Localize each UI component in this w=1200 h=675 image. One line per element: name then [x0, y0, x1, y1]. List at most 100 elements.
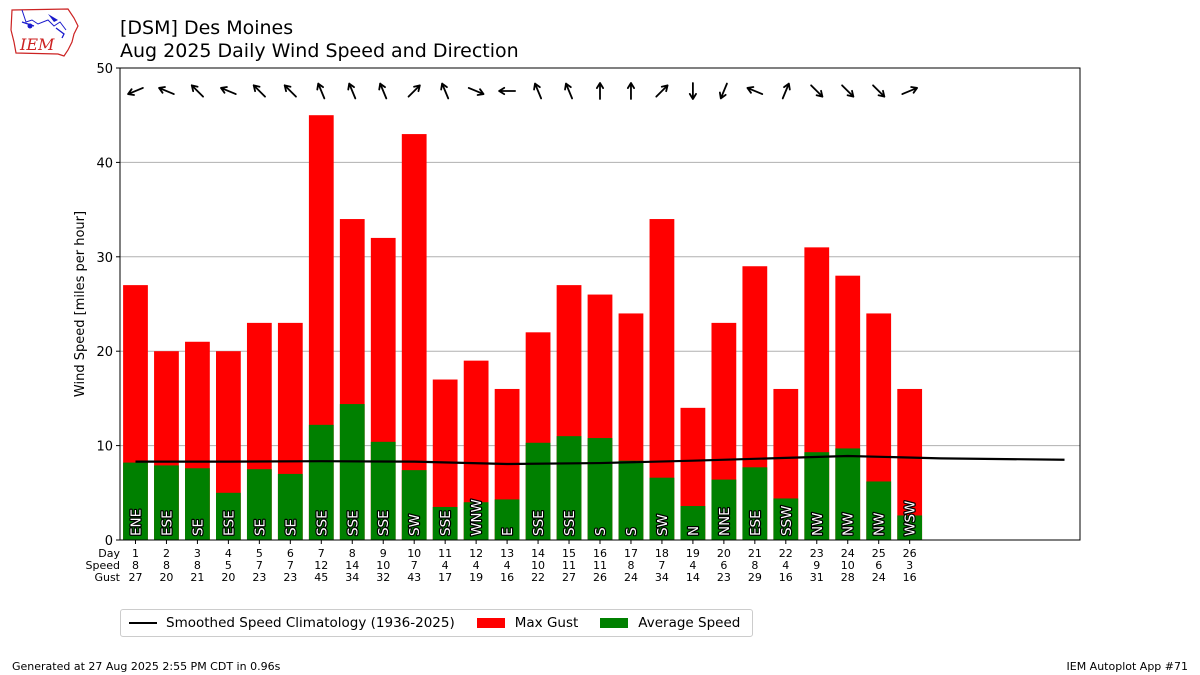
direction-label: ESE — [221, 510, 237, 536]
x-tick-label: 7 — [287, 559, 294, 572]
x-tick-label: 10 — [531, 559, 545, 572]
direction-label: WNW — [469, 499, 485, 536]
avg-speed-bar — [773, 498, 799, 540]
x-tick-label: 15 — [562, 547, 576, 560]
logo-text: IEM — [19, 35, 55, 54]
x-tick-label: 16 — [500, 571, 514, 584]
bars — [123, 115, 923, 541]
avg-speed-bar — [246, 469, 272, 540]
direction-label: NW — [810, 513, 826, 536]
wind-arrow — [901, 86, 918, 95]
climatology-line — [135, 454, 1065, 466]
x-tick-label: 10 — [407, 547, 421, 560]
x-tick-label: 7 — [256, 559, 263, 572]
wind-arrow — [467, 87, 485, 96]
x-tick-label: 43 — [407, 571, 421, 584]
avg-speed-bar — [339, 404, 365, 540]
direction-label: SE — [283, 519, 299, 536]
avg-speed-bar — [866, 481, 892, 540]
y-tick-label: 20 — [96, 345, 113, 360]
x-tick-label: 20 — [717, 547, 731, 560]
x-tick-label: 8 — [627, 559, 634, 572]
x-tick-label: 9 — [813, 559, 820, 572]
direction-label: SSE — [376, 510, 392, 536]
x-tick-label: 21 — [190, 571, 204, 584]
avg-speed-bar — [463, 502, 489, 540]
app-credit: IEM Autoplot App #71 — [1066, 660, 1189, 673]
x-tick-label: 29 — [748, 571, 762, 584]
x-tick-label: 6 — [720, 559, 727, 572]
chart-title: [DSM] Des Moines — [120, 17, 294, 39]
wind-arrow — [810, 84, 824, 98]
x-tick-label: 8 — [349, 547, 356, 560]
wind-arrow — [595, 82, 605, 100]
direction-label: SSE — [314, 510, 330, 536]
x-tick-label: 34 — [655, 571, 669, 584]
direction-label: SSE — [531, 510, 547, 536]
x-tick-label: 14 — [345, 559, 359, 572]
x-tick-label: 4 — [689, 559, 696, 572]
x-tick-label: 23 — [283, 571, 297, 584]
row-label: Gust — [94, 571, 120, 584]
avg-speed-bar — [587, 438, 613, 540]
direction-label: NW — [841, 513, 857, 536]
x-tick-label: 7 — [658, 559, 665, 572]
legend-label-average-speed: Average Speed — [638, 615, 741, 631]
x-tick-label: 23 — [252, 571, 266, 584]
direction-label: N — [686, 526, 702, 536]
wind-arrow — [564, 82, 573, 100]
chart-subtitle: Aug 2025 Daily Wind Speed and Direction — [120, 40, 519, 62]
x-tick-label: 11 — [593, 559, 607, 572]
direction-label: ESE — [159, 510, 175, 536]
generated-timestamp: Generated at 27 Aug 2025 2:55 PM CDT in … — [12, 660, 281, 673]
x-tick-label: 6 — [875, 559, 882, 572]
avg-speed-bar — [185, 468, 210, 540]
wind-arrow — [378, 82, 388, 100]
y-axis: 0 10 20 30 40 50 — [96, 62, 120, 549]
x-tick-label: 26 — [593, 571, 607, 584]
wind-arrow — [498, 86, 516, 96]
x-tick-label: 20 — [159, 571, 173, 584]
legend-item-max-gust: Max Gust — [476, 615, 579, 631]
direction-label: WSW — [903, 501, 919, 536]
climatology-series-line — [135, 454, 1065, 466]
avg-speed-bar — [680, 506, 706, 540]
wind-arrow — [407, 84, 421, 98]
direction-label: E — [500, 527, 516, 536]
wind-arrow — [688, 82, 697, 100]
x-tick-label: 12 — [314, 559, 328, 572]
legend-swatch-average-speed — [600, 618, 629, 628]
wind-arrow — [533, 82, 543, 100]
wind-arrow — [190, 84, 204, 98]
wind-arrow — [127, 87, 144, 96]
x-tick-label: 6 — [287, 547, 294, 560]
x-tick-label: 5 — [225, 559, 232, 572]
x-tick-label: 19 — [469, 571, 483, 584]
x-tick-label: 11 — [438, 547, 452, 560]
wind-arrow — [781, 82, 791, 100]
x-tick-label: 8 — [163, 559, 170, 572]
wind-arrow — [347, 82, 357, 100]
x-tick-label: 28 — [841, 571, 855, 584]
x-tick-label: 8 — [194, 559, 201, 572]
wind-arrow — [252, 84, 266, 98]
x-tick-label: 14 — [531, 547, 545, 560]
wind-arrow — [158, 86, 175, 95]
row-label: Speed — [86, 559, 120, 572]
legend: Smoothed Speed Climatology (1936-2025) M… — [120, 609, 754, 637]
x-tick-label: 17 — [438, 571, 452, 584]
avg-speed-bar — [216, 492, 241, 540]
direction-label: ENE — [128, 509, 144, 536]
direction-label: S — [593, 527, 609, 536]
legend-label-max-gust: Max Gust — [514, 615, 579, 631]
x-tick-label: 20 — [221, 571, 235, 584]
avg-speed-bar — [370, 441, 396, 540]
x-tick-label: 23 — [810, 547, 824, 560]
x-tick-label: 10 — [376, 559, 390, 572]
avg-speed-bar — [556, 436, 582, 540]
avg-speed-bar — [742, 467, 768, 540]
x-tick-label: 24 — [624, 571, 638, 584]
avg-speed-bar — [711, 479, 737, 540]
avg-speed-bar — [123, 462, 148, 540]
